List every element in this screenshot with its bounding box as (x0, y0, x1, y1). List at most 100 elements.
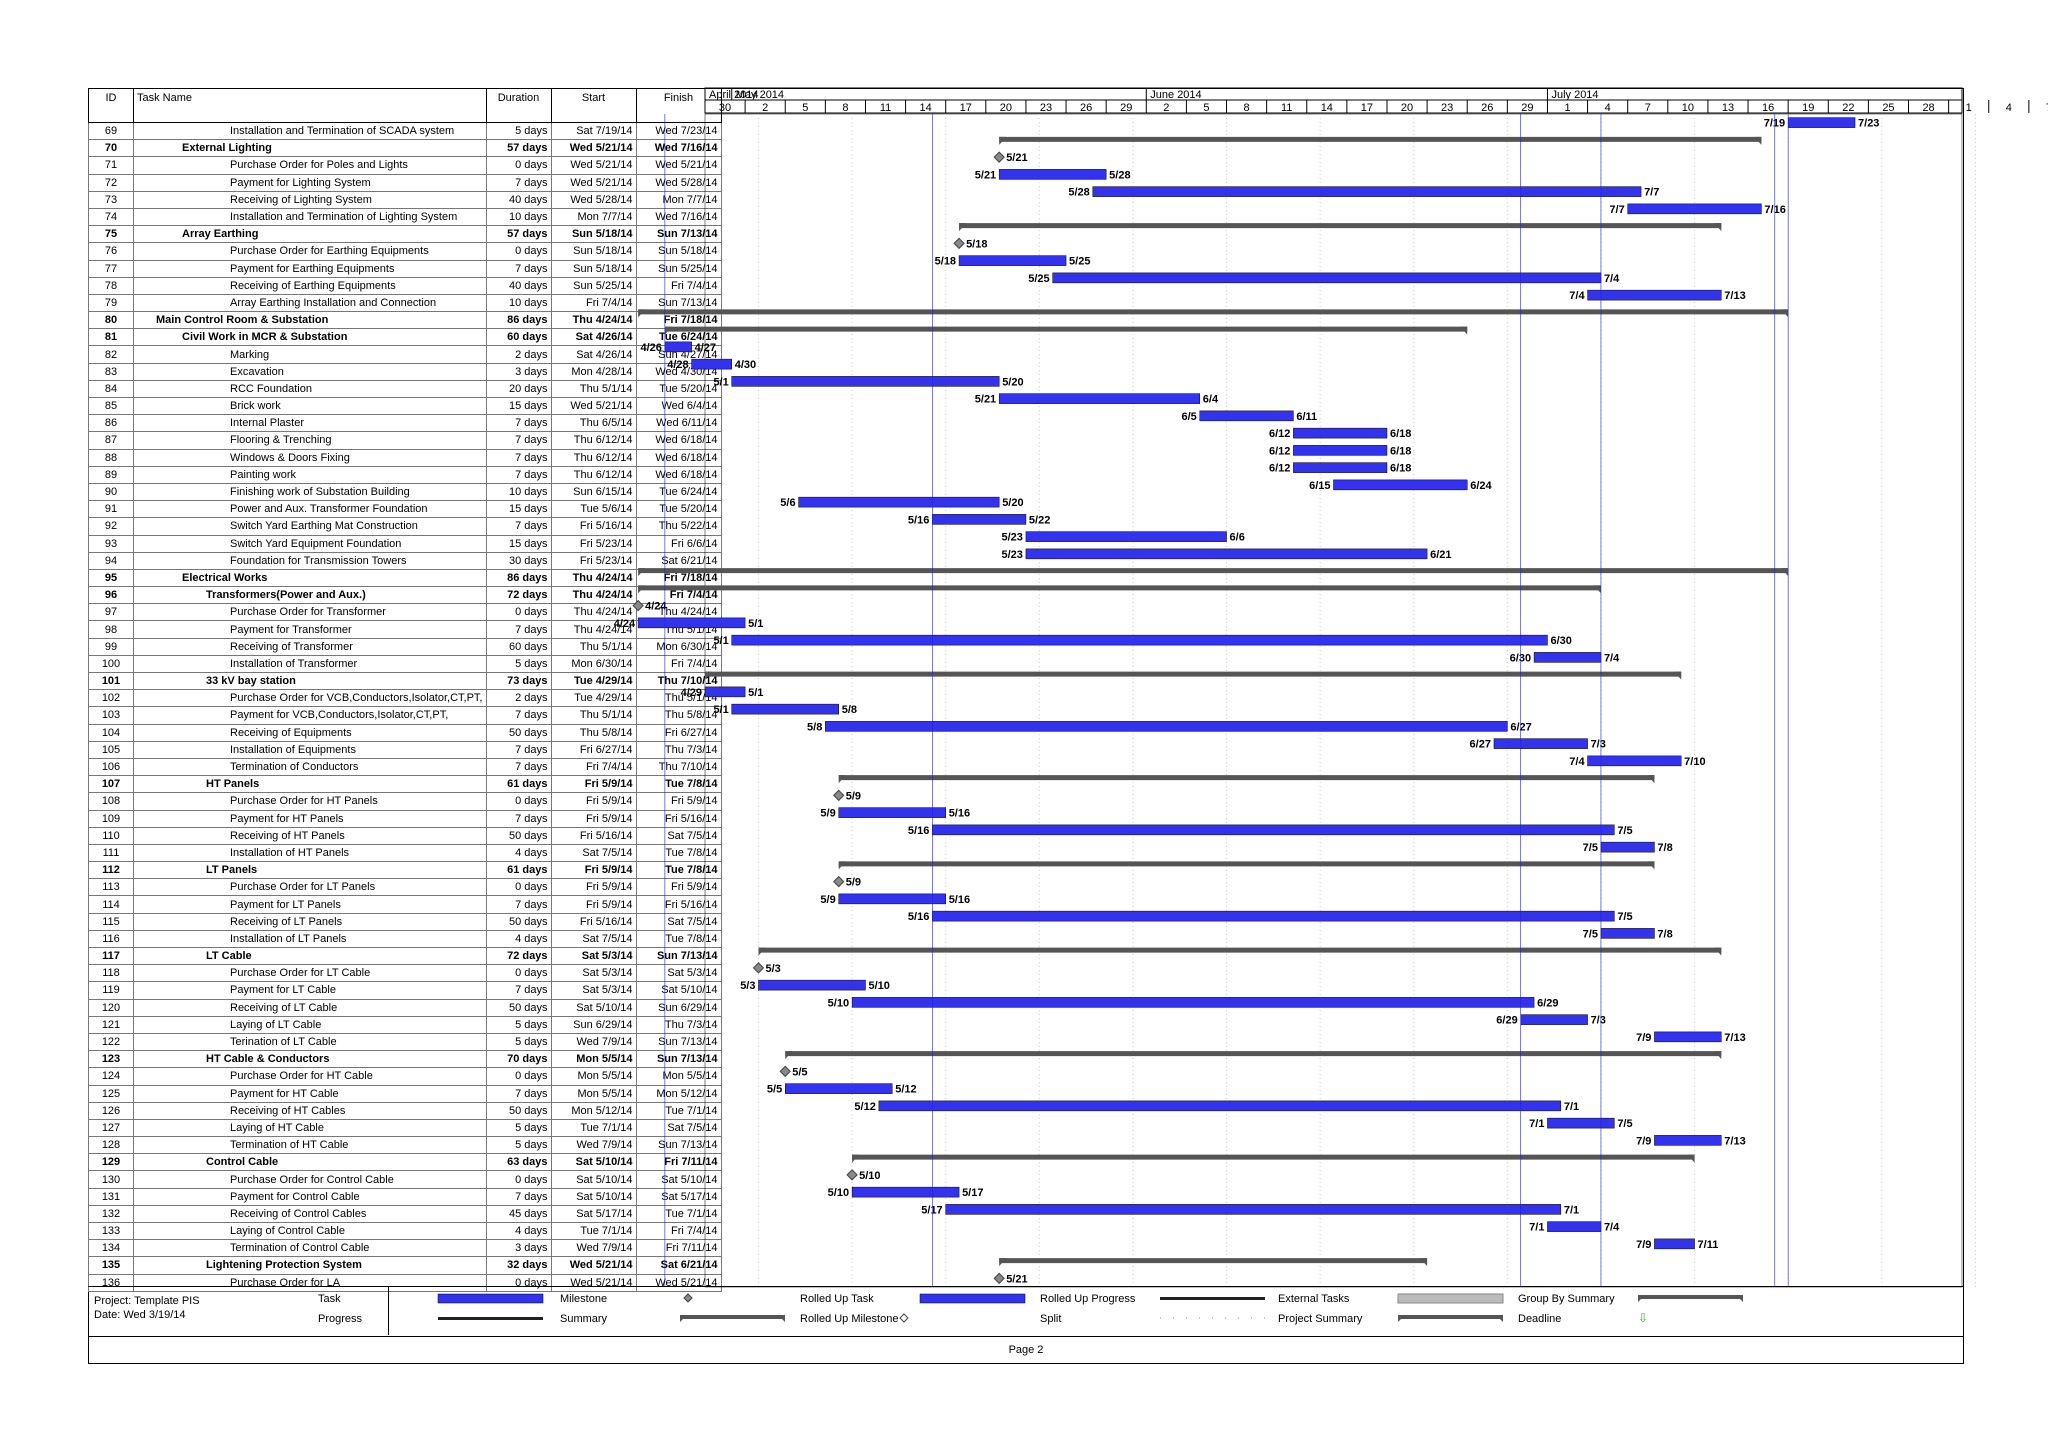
task-row[interactable]: 117 LT Cable 72 days Sat 5/3/14 Sun 7/13/14 (88, 946, 722, 966)
bar-start-label: 5/21 (975, 169, 996, 181)
task-id: 113 (88, 878, 134, 897)
task-row[interactable]: 87 Flooring & Trenching 7 days Thu 6/12/14 W… (88, 431, 722, 450)
task-row[interactable]: 71 Purchase Order for Poles and Lights 0 d… (88, 156, 722, 175)
task-row[interactable]: 131 Payment for Control Cable 7 days Sat 5/… (88, 1187, 722, 1206)
task-row[interactable]: 91 Power and Aux. Transformer Foundation 1… (88, 500, 722, 519)
task-row[interactable]: 69 Installation and Termination of SCADA … (88, 121, 722, 141)
bar-start-label: 6/29 (1496, 1015, 1517, 1027)
task-row[interactable]: 125 Payment for HT Cable 7 days Mon 5/5/14 M… (88, 1084, 722, 1103)
task-row[interactable]: 88 Windows & Doors Fixing 7 days Thu 6/12/1… (88, 448, 722, 467)
task-row[interactable]: 113 Purchase Order for LT Panels 0 days Fri… (88, 878, 722, 897)
task-row[interactable]: 95 Electrical Works 86 days Thu 4/24/14 Fri … (88, 568, 722, 588)
legend-swatch-progress (1160, 1297, 1265, 1300)
task-row[interactable]: 81 Civil Work in MCR & Substation 60 days S… (88, 328, 722, 347)
task-row[interactable]: 97 Purchase Order for Transformer 0 days Th… (88, 603, 722, 622)
task-row[interactable]: 114 Payment for LT Panels 7 days Fri 5/9/14… (88, 895, 722, 914)
task-row[interactable]: 120 Receiving of LT Cable 50 days Sat 5/10/… (88, 998, 722, 1017)
task-start: Thu 4/24/14 (550, 620, 637, 639)
task-row[interactable]: 84 RCC Foundation 20 days Thu 5/1/14 Tue 5/2… (88, 379, 722, 399)
bar-start-label: 6/12 (1269, 463, 1290, 475)
task-row[interactable]: 79 Array Earthing Installation and Connec… (88, 293, 722, 313)
task-row[interactable]: 115 Receiving of LT Panels 50 days Fri 5/16… (88, 912, 722, 931)
task-row[interactable]: 110 Receiving of HT Panels 50 days Fri 5/16… (88, 826, 722, 845)
task-row[interactable]: 118 Purchase Order for LT Cable 0 days Sat … (88, 964, 722, 983)
task-row[interactable]: 130 Purchase Order for Control Cable 0 day… (88, 1170, 722, 1189)
task-bar (998, 393, 1201, 404)
day-label: 20 (1401, 102, 1413, 114)
task-finish: Fri 5/16/14 (635, 895, 722, 914)
legend-label: Rolled Up Milestone (800, 1313, 898, 1325)
task-row[interactable]: 108 Purchase Order for HT Panels 0 days Fri… (88, 792, 722, 811)
summary-bar (638, 309, 1789, 315)
task-start: Mon 5/12/14 (550, 1101, 637, 1120)
task-row[interactable]: 126 Receiving of HT Cables 50 days Mon 5/12… (88, 1101, 722, 1120)
task-duration: 50 days (485, 912, 552, 931)
summary-bar (838, 775, 1655, 781)
task-finish: Thu 5/22/14 (635, 517, 722, 536)
task-row[interactable]: 121 Laying of LT Cable 5 days Sun 6/29/14 Th… (88, 1015, 722, 1034)
task-row[interactable]: 129 Control Cable 63 days Sat 5/10/14 Fri 7/… (88, 1153, 722, 1172)
bar-finish-label: 6/21 (1430, 549, 1451, 561)
legend-swatch-summary (680, 1315, 785, 1319)
task-bar (1333, 479, 1468, 491)
task-row[interactable]: 134 Termination of Control Cable 3 days Wed… (88, 1239, 722, 1258)
task-start: Thu 6/12/14 (550, 465, 637, 484)
bar-start-label: 5/12 (854, 1101, 875, 1113)
task-bar (664, 341, 692, 353)
task-row[interactable]: 107 HT Panels 61 days Fri 5/9/14 Tue 7/8/14 (88, 775, 722, 794)
task-row[interactable]: 109 Payment for HT Panels 7 days Fri 5/9/14… (88, 809, 722, 828)
task-duration: 50 days (485, 998, 552, 1017)
task-row[interactable]: 104 Receiving of Equipments 50 days Thu 5/8… (88, 723, 722, 742)
task-row[interactable]: 99 Receiving of Transformer 60 days Thu 5/1… (88, 637, 722, 656)
task-row[interactable]: 101 33 kV bay station 73 days Tue 4/29/14 Th… (88, 671, 722, 691)
task-row[interactable]: 105 Installation of Equipments 7 days Fri 6… (88, 740, 722, 759)
bar-start-label: 5/17 (921, 1204, 942, 1216)
task-row[interactable]: 73 Receiving of Lighting System 40 days Wed… (88, 190, 722, 209)
task-row[interactable]: 102 Purchase Order for VCB,Conductors,Iso… (88, 689, 722, 708)
task-row[interactable]: 112 LT Panels 61 days Fri 5/9/14 Tue 7/8/14 (88, 861, 722, 880)
task-row[interactable]: 80 Main Control Room & Substation 86 days T… (88, 311, 722, 330)
bar-start-label: 7/7 (1609, 204, 1624, 216)
task-row[interactable]: 70 External Lighting 57 days Wed 5/21/14 Wed… (88, 139, 722, 158)
legend-swatch-task (437, 1293, 544, 1304)
task-name: Termination of Control Cable (133, 1239, 487, 1258)
task-row[interactable]: 76 Purchase Order for Earthing Equipments… (88, 242, 722, 261)
task-row[interactable]: 92 Switch Yard Earthing Mat Construction 7… (88, 517, 722, 536)
task-row[interactable]: 100 Installation of Transformer 5 days Mon … (88, 654, 722, 674)
task-row[interactable]: 78 Receiving of Earthing Equipments 40 day… (88, 276, 722, 295)
summary-bar (785, 1051, 1722, 1057)
task-bar (1587, 289, 1722, 301)
task-name: Installation of Transformer (133, 654, 487, 674)
task-start: Fri 7/4/14 (550, 757, 637, 777)
task-row[interactable]: 93 Switch Yard Equipment Foundation 15 day… (88, 534, 722, 553)
task-row[interactable]: 103 Payment for VCB,Conductors,Isolator,C… (88, 706, 722, 725)
task-row[interactable]: 77 Payment for Earthing Equipments 7 days S… (88, 259, 722, 278)
legend-swatch-summary-cap (1398, 1315, 1405, 1322)
task-start: Thu 4/24/14 (550, 586, 637, 605)
task-row[interactable]: 83 Excavation 3 days Mon 4/28/14 Wed 4/30/14 (88, 362, 722, 381)
task-duration: 0 days (485, 603, 552, 622)
task-row[interactable]: 133 Laying of Control Cable 4 days Tue 7/1/… (88, 1221, 722, 1241)
task-row[interactable]: 94 Foundation for Transmission Towers 30 d… (88, 551, 722, 570)
summary-bar (638, 568, 1789, 574)
task-row[interactable]: 111 Installation of HT Panels 4 days Sat 7/… (88, 843, 722, 863)
task-name: Purchase Order for HT Panels (133, 792, 487, 811)
task-duration: 0 days (485, 964, 552, 983)
legend-swatch-external (1397, 1293, 1504, 1304)
legend-label: Group By Summary (1518, 1293, 1615, 1305)
task-row[interactable]: 98 Payment for Transformer 7 days Thu 4/24/… (88, 620, 722, 639)
task-row[interactable]: 116 Installation of LT Panels 4 days Sat 7/… (88, 929, 722, 949)
task-id: 107 (88, 775, 134, 794)
task-row[interactable]: 106 Termination of Conductors 7 days Fri 7/… (88, 757, 722, 777)
task-row[interactable]: 122 Terination of LT Cable 5 days Wed 7/9/1… (88, 1032, 722, 1052)
task-row[interactable]: 136 Purchase Order for LA 0 days Wed 5/21/1… (88, 1273, 722, 1292)
task-row[interactable]: 119 Payment for LT Cable 7 days Sat 5/3/14 S… (88, 981, 722, 1000)
day-label: 5 (802, 102, 808, 114)
day-label: 13 (1722, 102, 1734, 114)
task-row[interactable]: 85 Brick work 15 days Wed 5/21/14 Wed 6/4/14 (88, 396, 722, 416)
task-bar (1654, 1238, 1695, 1250)
task-finish: Sun 5/25/14 (635, 259, 722, 278)
bar-finish-label: 5/16 (949, 808, 970, 820)
task-id: 101 (88, 671, 134, 691)
task-row[interactable]: 132 Receiving of Control Cables 45 days Sat… (88, 1204, 722, 1224)
